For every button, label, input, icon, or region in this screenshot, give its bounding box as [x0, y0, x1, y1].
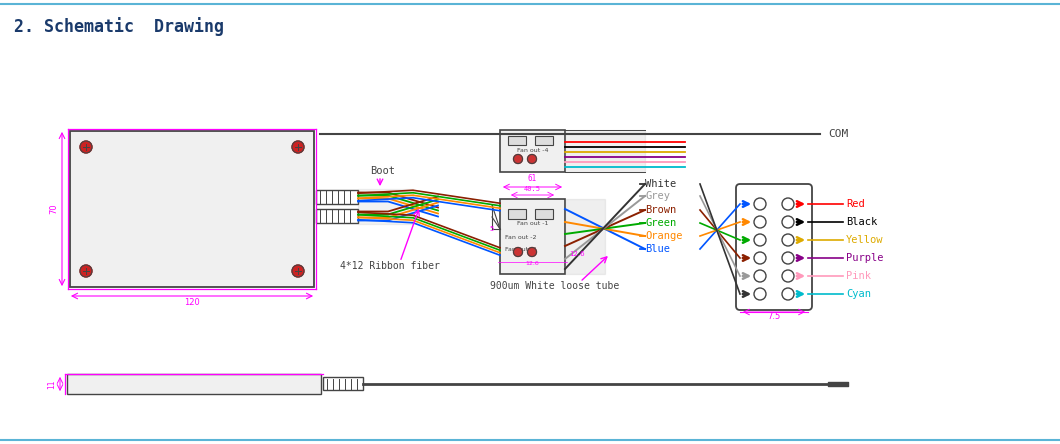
- Circle shape: [782, 216, 794, 228]
- Text: Pink: Pink: [846, 271, 871, 281]
- Bar: [316, 209, 358, 223]
- Circle shape: [782, 288, 794, 300]
- Bar: [316, 190, 358, 204]
- Text: COM: COM: [828, 129, 848, 139]
- Text: Fan out -4: Fan out -4: [517, 148, 548, 153]
- Text: Brown: Brown: [644, 205, 676, 215]
- Circle shape: [754, 198, 766, 210]
- Text: Green: Green: [644, 218, 676, 228]
- FancyBboxPatch shape: [736, 184, 812, 310]
- Bar: [323, 377, 363, 391]
- Text: Red: Red: [846, 199, 865, 209]
- Text: Blue: Blue: [644, 244, 670, 254]
- Bar: [70, 131, 314, 287]
- Text: 61: 61: [528, 174, 537, 183]
- Circle shape: [754, 270, 766, 282]
- Text: Fan out -1: Fan out -1: [517, 221, 548, 226]
- Text: 70: 70: [50, 204, 58, 214]
- Circle shape: [754, 288, 766, 300]
- Circle shape: [80, 141, 92, 153]
- Bar: [535, 209, 553, 219]
- Text: Yellow: Yellow: [846, 235, 883, 245]
- Text: Boot: Boot: [370, 166, 395, 176]
- Bar: [67, 374, 321, 394]
- Bar: [500, 130, 565, 172]
- Text: 4*12 Ribbon fiber: 4*12 Ribbon fiber: [340, 261, 440, 271]
- Circle shape: [292, 141, 304, 153]
- Circle shape: [782, 270, 794, 282]
- Circle shape: [528, 155, 536, 163]
- Circle shape: [782, 234, 794, 246]
- Text: 900um White loose tube: 900um White loose tube: [491, 281, 620, 291]
- Text: 12.6: 12.6: [569, 251, 585, 257]
- Circle shape: [528, 247, 536, 257]
- Text: 7.5: 7.5: [767, 312, 780, 321]
- Circle shape: [513, 247, 523, 257]
- Bar: [535, 136, 553, 145]
- Text: Fan out -3: Fan out -3: [505, 247, 536, 252]
- Text: Orange: Orange: [644, 231, 683, 241]
- Text: 5: 5: [490, 226, 494, 233]
- Text: 11: 11: [48, 379, 56, 389]
- Circle shape: [754, 234, 766, 246]
- Bar: [500, 199, 565, 274]
- Text: Grey: Grey: [644, 191, 670, 201]
- Text: 120: 120: [184, 298, 200, 307]
- Text: 40.5: 40.5: [524, 186, 541, 192]
- Circle shape: [292, 265, 304, 277]
- Circle shape: [754, 216, 766, 228]
- Text: 12.6: 12.6: [526, 261, 540, 266]
- Circle shape: [754, 252, 766, 264]
- Circle shape: [782, 252, 794, 264]
- Text: 2. Schematic  Drawing: 2. Schematic Drawing: [14, 17, 224, 36]
- Circle shape: [782, 198, 794, 210]
- Text: Purple: Purple: [846, 253, 883, 263]
- Text: Fan out -2: Fan out -2: [505, 235, 536, 240]
- Text: White: White: [644, 179, 676, 189]
- Bar: [508, 136, 526, 145]
- Circle shape: [513, 155, 523, 163]
- Circle shape: [80, 265, 92, 277]
- Bar: [508, 209, 526, 219]
- Text: Cyan: Cyan: [846, 289, 871, 299]
- Text: Black: Black: [846, 217, 878, 227]
